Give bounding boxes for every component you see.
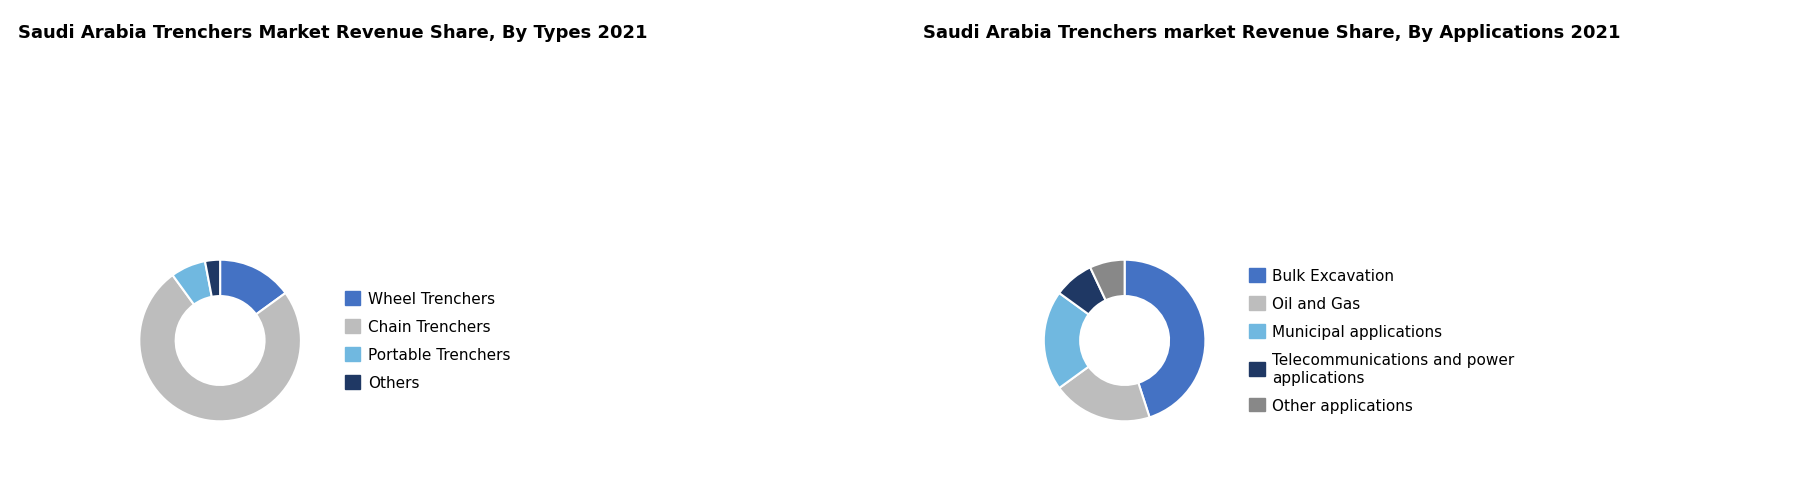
Legend: Bulk Excavation, Oil and Gas, Municipal applications, Telecommunications and pow: Bulk Excavation, Oil and Gas, Municipal … xyxy=(1250,269,1514,413)
Wedge shape xyxy=(1060,268,1105,315)
Text: Saudi Arabia Trenchers market Revenue Share, By Applications 2021: Saudi Arabia Trenchers market Revenue Sh… xyxy=(923,24,1621,42)
Wedge shape xyxy=(172,262,212,305)
Wedge shape xyxy=(221,260,286,315)
Wedge shape xyxy=(204,260,221,297)
Wedge shape xyxy=(1125,260,1205,418)
Text: Saudi Arabia Trenchers Market Revenue Share, By Types 2021: Saudi Arabia Trenchers Market Revenue Sh… xyxy=(18,24,648,42)
Wedge shape xyxy=(1044,293,1089,388)
Wedge shape xyxy=(1091,260,1125,300)
Wedge shape xyxy=(139,276,300,421)
Wedge shape xyxy=(1060,367,1149,421)
Legend: Wheel Trenchers, Chain Trenchers, Portable Trenchers, Others: Wheel Trenchers, Chain Trenchers, Portab… xyxy=(346,291,510,390)
